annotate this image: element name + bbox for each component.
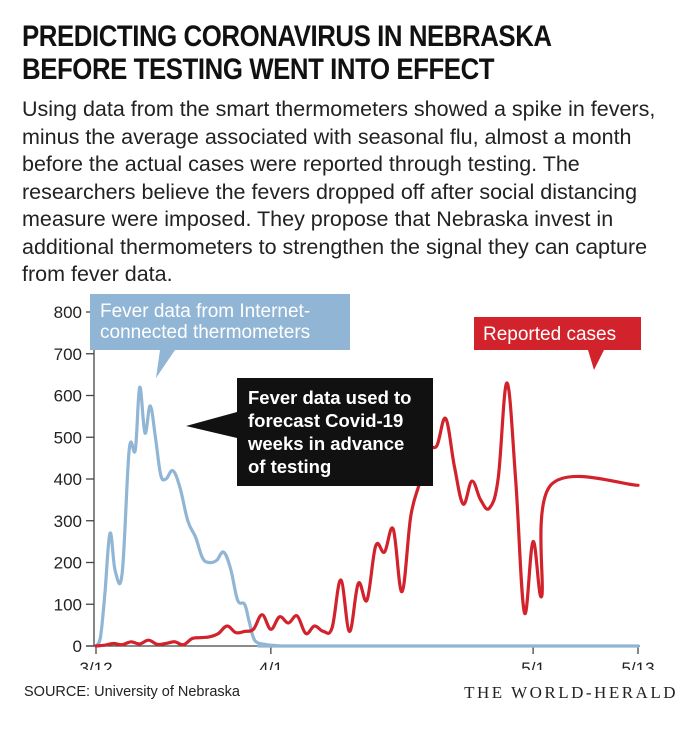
y-tick-label: 0 bbox=[73, 637, 82, 656]
cases-label-box bbox=[474, 317, 641, 370]
y-tick-label: 300 bbox=[54, 512, 82, 531]
y-tick-label: 500 bbox=[54, 428, 82, 447]
fever-series-label: Fever data from Internet- connected ther… bbox=[90, 294, 350, 378]
cases-label-text: Reported cases bbox=[483, 324, 616, 345]
chart-title-line-1: PREDICTING CORONAVIRUS IN NEBRASKA bbox=[22, 20, 552, 53]
y-tick-label: 700 bbox=[54, 345, 82, 364]
fever-label-line-2: connected thermometers bbox=[100, 322, 310, 343]
callout-line-1: Fever data used to bbox=[248, 387, 411, 408]
y-tick-label: 400 bbox=[54, 470, 82, 489]
callout-line-3: weeks in advance bbox=[247, 433, 404, 454]
publisher-logo: THE WORLD-HERALD bbox=[464, 683, 678, 702]
fever-label-line-1: Fever data from Internet- bbox=[100, 301, 310, 322]
cases-series-line bbox=[94, 381, 640, 648]
chart-title-line-2: BEFORE TESTING WENT INTO EFFECT bbox=[22, 53, 495, 86]
x-tick-label: 4/1 bbox=[259, 659, 283, 670]
fever-label-box bbox=[90, 294, 350, 378]
chart-title: PREDICTING CORONAVIRUS IN NEBRASKA BEFOR… bbox=[22, 20, 590, 86]
callout-line-2: forecast Covid-19 bbox=[248, 410, 403, 431]
x-tick-label: 3/12 bbox=[79, 659, 112, 670]
x-tick-label: 5/13 bbox=[621, 659, 654, 670]
callout-line-4: of testing bbox=[248, 456, 331, 477]
fever-series-line bbox=[94, 385, 640, 648]
cases-series-label: Reported cases bbox=[474, 317, 641, 370]
source-note: SOURCE: University of Nebraska bbox=[24, 684, 240, 700]
callout-box bbox=[186, 378, 433, 486]
y-tick-label: 800 bbox=[54, 303, 82, 322]
y-tick-label: 600 bbox=[54, 387, 82, 406]
x-tick-label: 5/1 bbox=[521, 659, 545, 670]
forecast-callout: Fever data used to forecast Covid-19 wee… bbox=[186, 378, 433, 486]
y-tick-label: 100 bbox=[54, 595, 82, 614]
chart-subtitle: Using data from the smart thermometers s… bbox=[22, 97, 656, 286]
y-tick-label: 200 bbox=[54, 554, 82, 573]
